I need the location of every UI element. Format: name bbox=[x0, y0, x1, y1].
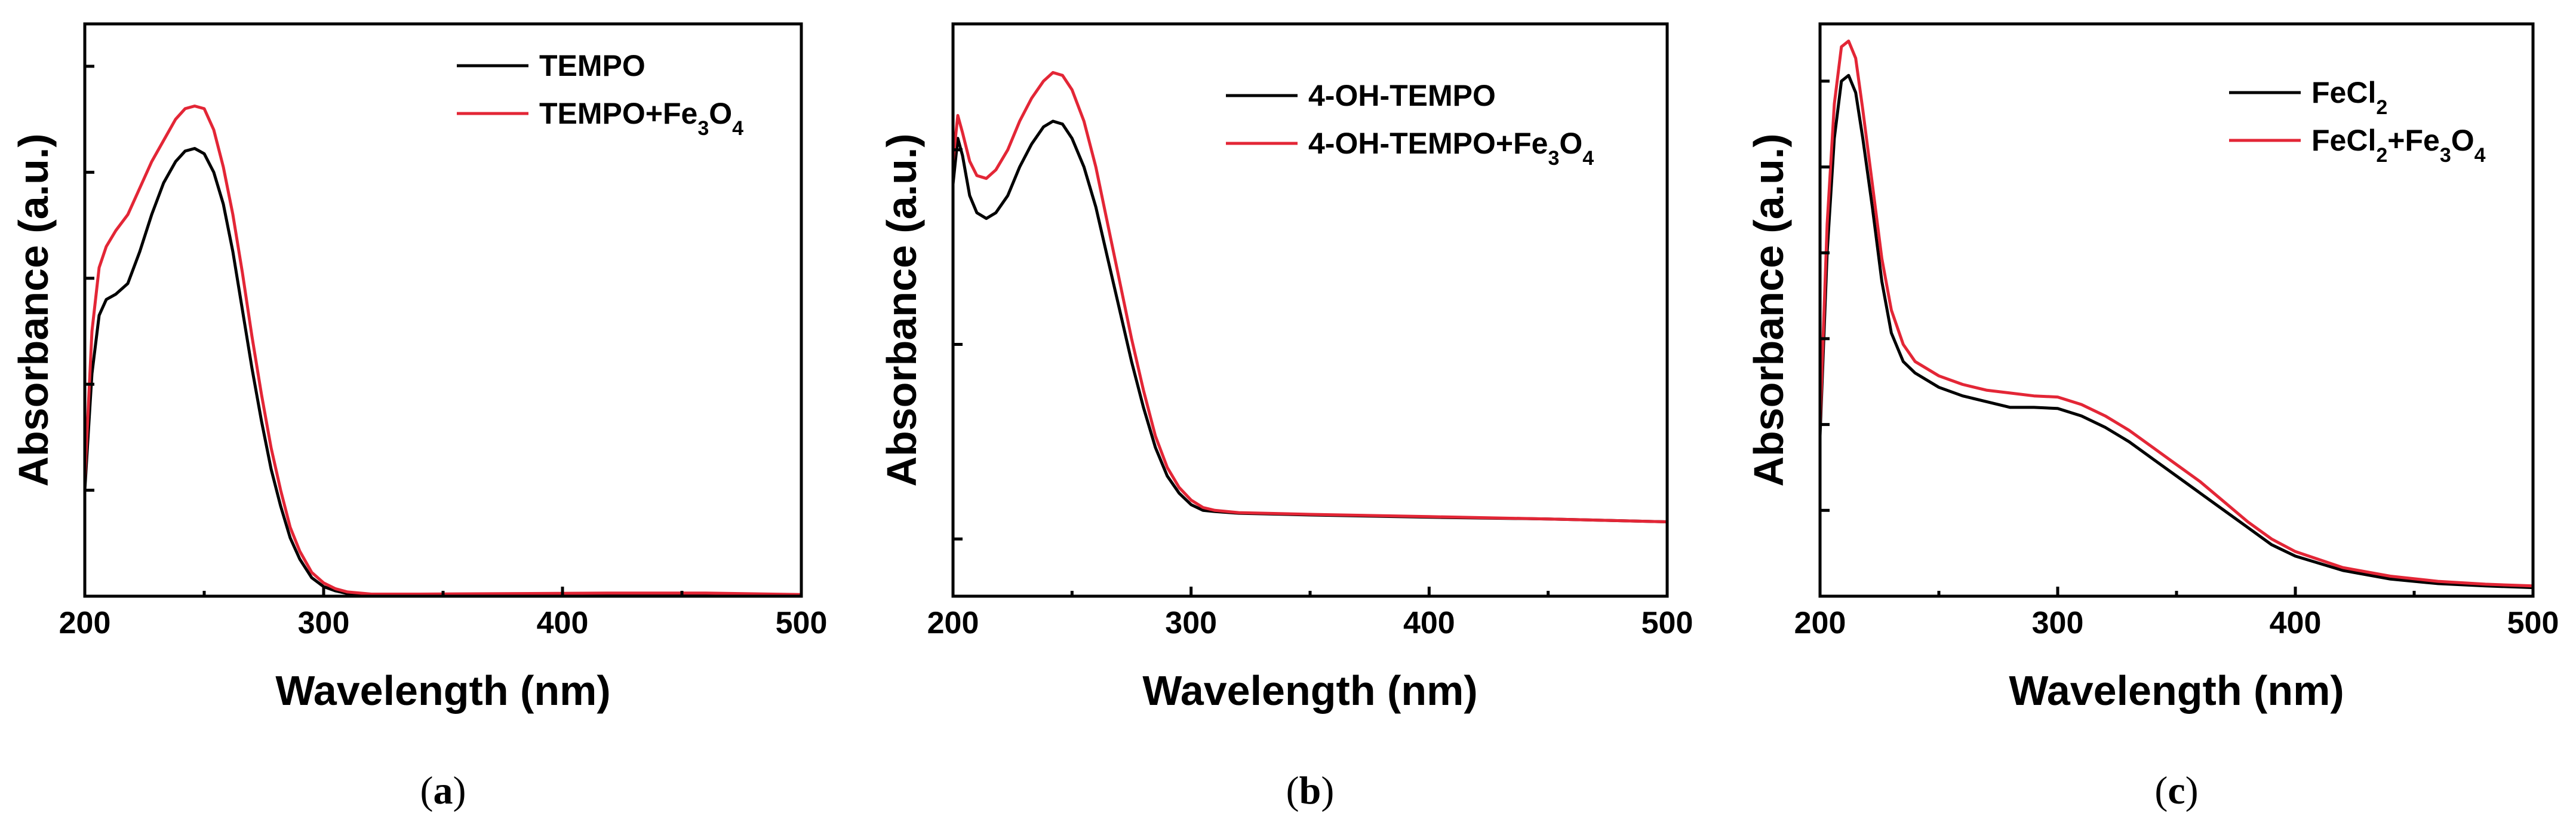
legend: FeCl2 FeCl2+Fe3O4 bbox=[2229, 76, 2486, 167]
panel-label: (a) bbox=[420, 769, 466, 812]
panel-label: (c) bbox=[2154, 769, 2198, 812]
legend-label: FeCl2+Fe3O4 bbox=[2311, 124, 2486, 167]
x-axis-title: Wavelength (nm) bbox=[275, 667, 610, 714]
y-axis-title: Absorbance (a.u.) bbox=[10, 133, 57, 486]
series-line-fecl2-fe3o4 bbox=[1818, 39, 2535, 588]
chart-panel-b: 200 300 400 500 Wavelength (nm) Absorbance (a… bbox=[878, 22, 1693, 812]
chart-panel-c: 200 300 400 500 Wavelength (nm) Absorbance (a… bbox=[1745, 22, 2559, 812]
chart-panel-a: 200 300 400 500 Wavelength (nm) Absorbance (a… bbox=[10, 22, 828, 812]
x-tick-label: 400 bbox=[2270, 606, 2322, 640]
series-line-tempo bbox=[83, 147, 803, 597]
x-tick-label: 400 bbox=[537, 606, 589, 640]
x-tick-label: 300 bbox=[2032, 606, 2084, 640]
x-tick-label: 400 bbox=[1403, 606, 1455, 640]
series-line-4-oh-tempo-fe3o4 bbox=[951, 70, 1669, 523]
panel-label: (b) bbox=[1286, 769, 1335, 812]
series-line-4-oh-tempo bbox=[951, 119, 1669, 523]
y-axis-title: Absorbance (a.u.) bbox=[1745, 133, 1792, 486]
legend-label: TEMPO+Fe3O4 bbox=[539, 97, 743, 140]
legend: TEMPO TEMPO+Fe3O4 bbox=[457, 49, 743, 140]
x-tick-label: 300 bbox=[298, 606, 350, 640]
legend-label: TEMPO bbox=[539, 49, 645, 82]
legend-label: 4-OH-TEMPO bbox=[1308, 79, 1496, 112]
series-line-fecl2 bbox=[1818, 73, 2535, 590]
series-line-tempo-fe3o4 bbox=[83, 105, 803, 596]
y-axis-title: Absorbance (a.u.) bbox=[878, 133, 925, 486]
x-tick-label: 200 bbox=[1794, 606, 1846, 640]
x-tick-label: 500 bbox=[2507, 606, 2559, 640]
x-axis-title: Wavelength (nm) bbox=[1142, 667, 1477, 714]
x-tick-label: 200 bbox=[927, 606, 979, 640]
plot-frame bbox=[1818, 22, 2535, 598]
x-axis-title: Wavelength (nm) bbox=[2009, 667, 2344, 714]
x-tick-label: 500 bbox=[1641, 606, 1693, 640]
x-tick-label: 200 bbox=[59, 606, 111, 640]
x-tick-label: 500 bbox=[776, 606, 828, 640]
legend-label: 4-OH-TEMPO+Fe3O4 bbox=[1308, 127, 1594, 170]
legend-label: FeCl2 bbox=[2311, 76, 2387, 119]
legend: 4-OH-TEMPO 4-OH-TEMPO+Fe3O4 bbox=[1226, 79, 1594, 170]
x-tick-label: 300 bbox=[1165, 606, 1217, 640]
